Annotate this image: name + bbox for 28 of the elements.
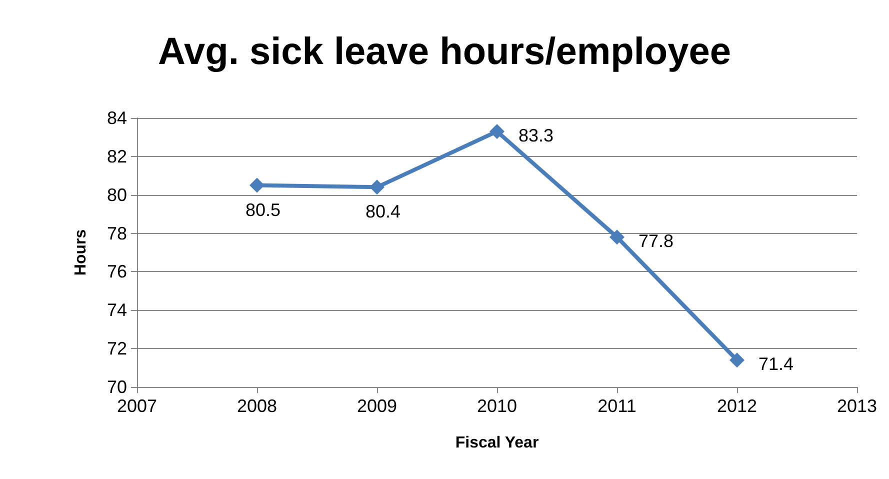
x-tick-label: 2008 (236, 396, 278, 416)
data-label: 71.4 (758, 354, 794, 374)
x-tick-label: 2013 (836, 396, 878, 416)
point (490, 124, 504, 139)
data-label: 80.4 (365, 202, 401, 222)
y-tick-label: 76 (106, 262, 127, 282)
x-tick-label: 2011 (598, 396, 636, 416)
y-tick-label: 84 (106, 108, 127, 128)
chart-title: Avg. sick leave hours/employee (158, 31, 732, 73)
y-tick-label: 70 (106, 377, 127, 397)
y-tick-label: 80 (106, 184, 127, 205)
x-tick-label: 2010 (476, 396, 518, 416)
y-tick-label: 78 (106, 223, 127, 244)
data-label: 83.3 (518, 125, 554, 146)
point (730, 352, 744, 368)
point (370, 180, 384, 195)
y-axis-title: Hours (72, 229, 90, 276)
point (250, 178, 264, 193)
x-tick-label: 2007 (116, 396, 158, 416)
y-tick-label: 74 (106, 300, 127, 320)
y-tick-label: 82 (106, 146, 127, 166)
x-axis-title: Fiscal Year (455, 434, 539, 452)
x-tick-label: 2009 (356, 396, 398, 416)
data-label: 77.8 (638, 231, 674, 252)
point (610, 230, 624, 245)
data-label: 80.5 (245, 200, 281, 220)
x-tick-label: 2012 (716, 396, 758, 416)
y-tick-label: 72 (106, 338, 127, 359)
